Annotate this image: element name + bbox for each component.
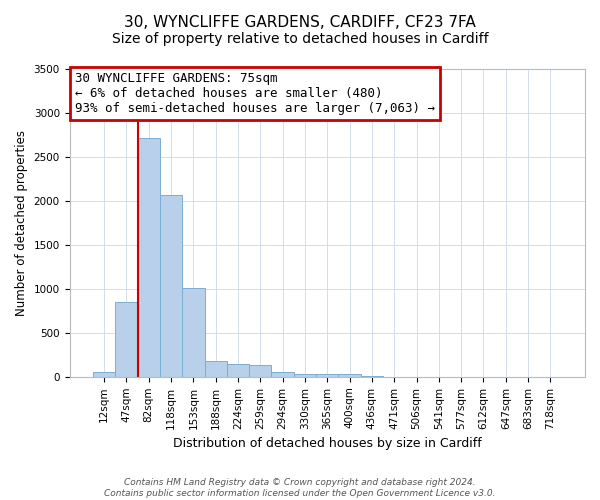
- Bar: [361, 376, 383, 377]
- Bar: [316, 374, 338, 377]
- X-axis label: Distribution of detached houses by size in Cardiff: Distribution of detached houses by size …: [173, 437, 482, 450]
- Bar: [205, 361, 227, 377]
- Bar: [93, 372, 115, 377]
- Bar: [294, 374, 316, 377]
- Text: 30 WYNCLIFFE GARDENS: 75sqm
← 6% of detached houses are smaller (480)
93% of sem: 30 WYNCLIFFE GARDENS: 75sqm ← 6% of deta…: [74, 72, 434, 115]
- Bar: [182, 288, 205, 377]
- Bar: [249, 364, 271, 377]
- Text: Size of property relative to detached houses in Cardiff: Size of property relative to detached ho…: [112, 32, 488, 46]
- Text: Contains HM Land Registry data © Crown copyright and database right 2024.
Contai: Contains HM Land Registry data © Crown c…: [104, 478, 496, 498]
- Bar: [115, 302, 137, 377]
- Text: 30, WYNCLIFFE GARDENS, CARDIFF, CF23 7FA: 30, WYNCLIFFE GARDENS, CARDIFF, CF23 7FA: [124, 15, 476, 30]
- Y-axis label: Number of detached properties: Number of detached properties: [15, 130, 28, 316]
- Bar: [137, 138, 160, 377]
- Bar: [338, 374, 361, 377]
- Bar: [271, 372, 294, 377]
- Bar: [227, 364, 249, 377]
- Bar: [160, 195, 182, 377]
